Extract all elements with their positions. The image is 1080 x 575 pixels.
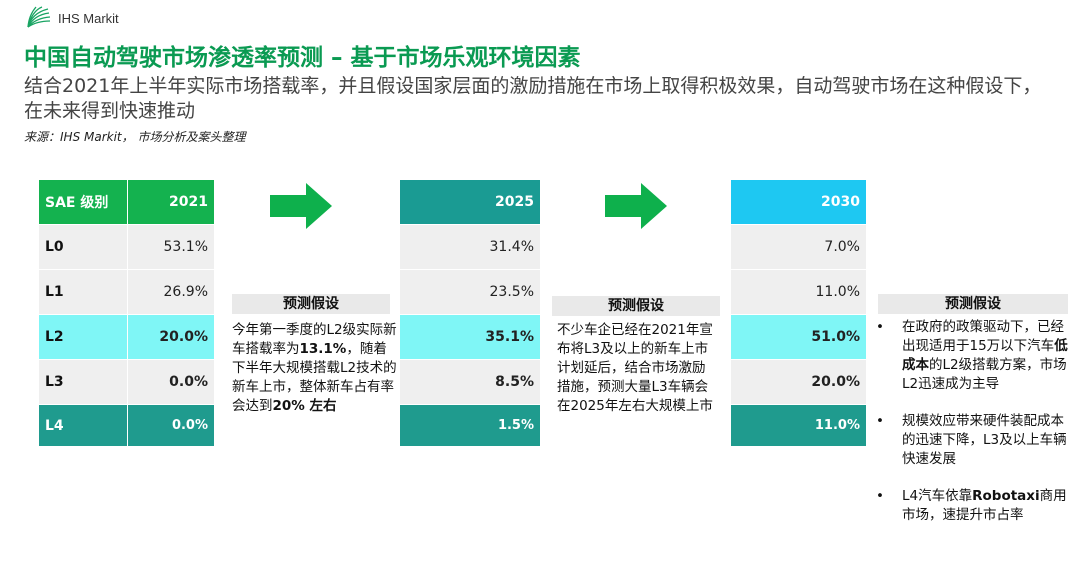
level-l4: L4 <box>39 405 127 446</box>
value-2030-l4: 11.0% <box>731 405 866 446</box>
source-note: 来源：IHS Markit， 市场分析及案头整理 <box>24 130 246 144</box>
value-2021-l1: 26.9% <box>128 270 214 314</box>
value-2025-l3: 8.5% <box>400 360 540 404</box>
value-2021-l2: 20.0% <box>128 315 214 359</box>
level-l0: L0 <box>39 225 127 269</box>
page-title: 中国自动驾驶市场渗透率预测 – 基于市场乐观环境因素 <box>24 45 581 71</box>
level-l2: L2 <box>39 315 127 359</box>
value-2030-l1: 11.0% <box>731 270 866 314</box>
list-item: L4汽车依靠Robotaxi商用市场，速提升市占率 <box>874 487 1070 525</box>
level-l1: L1 <box>39 270 127 314</box>
value-2030-l0: 7.0% <box>731 225 866 269</box>
year-2021-header: 2021 <box>128 180 214 224</box>
page-subtitle: 结合2021年上半年实际市场搭载率，并且假设国家层面的激励措施在市场上取得积极效… <box>24 75 1042 122</box>
level-header: SAE 级别 <box>39 180 127 224</box>
logo-text: IHS Markit <box>58 10 119 26</box>
year-2030-header: 2030 <box>731 180 866 224</box>
value-2030-l3: 20.0% <box>731 360 866 404</box>
value-2021-l4: 0.0% <box>128 405 214 446</box>
ihs-markit-logo: IHS Markit <box>24 4 119 32</box>
list-item: 规模效应带来硬件装配成本的迅速下降，L3及以上车辆快速发展 <box>874 412 1070 469</box>
assumption-text-2025: 不少车企已经在2021年宣布将L3及以上的新车上市计划延后，结合市场激励措施，预… <box>557 322 713 414</box>
value-2025-l4: 1.5% <box>400 405 540 446</box>
value-2021-l0: 53.1% <box>128 225 214 269</box>
arrow-right-icon <box>605 183 667 229</box>
year-2025-header: 2025 <box>400 180 540 224</box>
list-item: 在政府的政策驱动下，已经出现适用于15万以下汽车低成本的L2级搭载方案，市场L2… <box>874 318 1070 394</box>
value-2025-l0: 31.4% <box>400 225 540 269</box>
logo-mark-icon <box>27 6 51 28</box>
arrow-right-icon <box>270 183 332 229</box>
value-2025-l2: 35.1% <box>400 315 540 359</box>
assumption-list-2030: 在政府的政策驱动下，已经出现适用于15万以下汽车低成本的L2级搭载方案，市场L2… <box>874 318 1070 568</box>
assumption-text-2021: 今年第一季度的L2级实际新车搭载率为13.1%，随着下半年大规模搭载L2技术的新… <box>232 322 397 414</box>
assumption-title-2030: 预测假设 <box>878 294 1068 314</box>
level-l3: L3 <box>39 360 127 404</box>
value-2030-l2: 51.0% <box>731 315 866 359</box>
value-2021-l3: 0.0% <box>128 360 214 404</box>
assumption-title-2025: 预测假设 <box>552 296 720 316</box>
assumption-title-2021: 预测假设 <box>232 294 390 314</box>
value-2025-l1: 23.5% <box>400 270 540 314</box>
